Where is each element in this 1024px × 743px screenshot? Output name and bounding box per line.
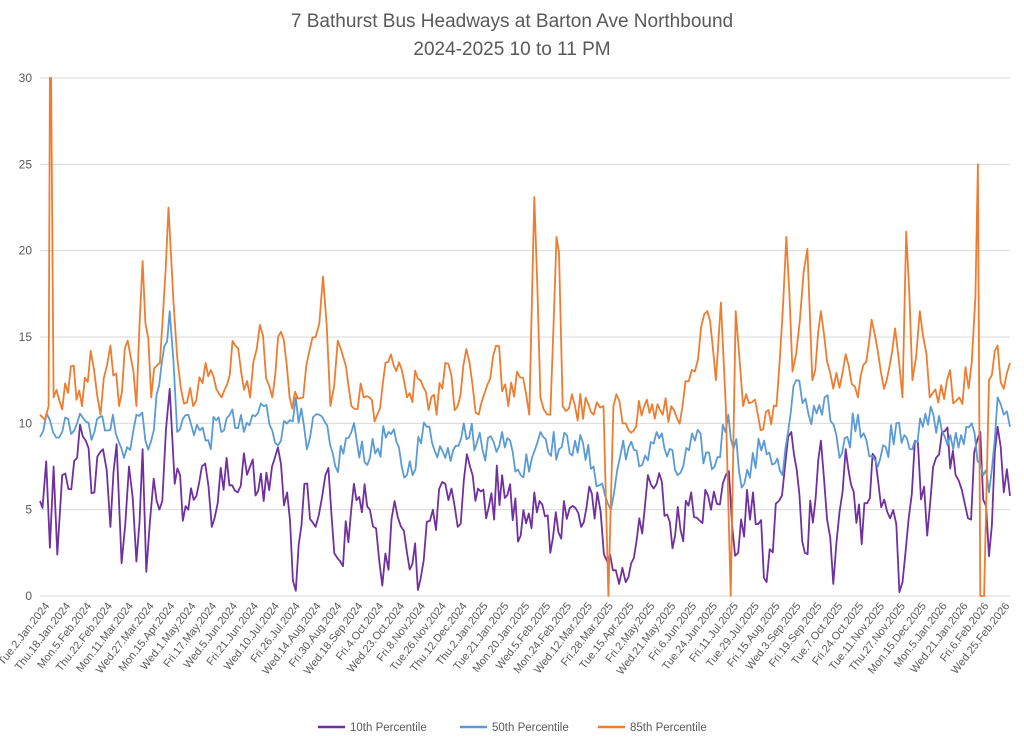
y-tick-label: 5 [25, 503, 32, 517]
x-axis-ticks: Tue.2.Jan.2024Thu.18.Jan.2024Mon.5.Feb.2… [0, 600, 1012, 677]
legend-label-85th: 85th Percentile [630, 722, 707, 734]
y-tick-label: 10 [19, 416, 33, 430]
y-tick-label: 30 [19, 71, 33, 85]
legend-item-50th: 50th Percentile [460, 722, 569, 734]
chart-title: 7 Bathurst Bus Headways at Barton Ave No… [291, 11, 733, 32]
gridlines [40, 77, 1010, 597]
legend-label-50th: 50th Percentile [492, 722, 569, 734]
legend: 10th Percentile 50th Percentile 85th Per… [318, 722, 707, 734]
y-tick-label: 15 [19, 330, 33, 344]
series-line-85th-percentile [39, 77, 1011, 597]
series-line-10th-percentile [39, 387, 1011, 593]
series-lines [39, 77, 1011, 597]
y-tick-label: 20 [19, 244, 33, 258]
y-axis-ticks: 0 5 10 15 20 25 30 [19, 71, 33, 603]
chart-subtitle: 2024-2025 10 to 11 PM [413, 39, 610, 60]
y-tick-label: 25 [19, 157, 33, 171]
series-line-50th-percentile [39, 310, 1011, 511]
legend-item-10th: 10th Percentile [318, 722, 427, 734]
y-tick-label: 0 [25, 589, 32, 603]
legend-label-10th: 10th Percentile [350, 722, 427, 734]
legend-item-85th: 85th Percentile [598, 722, 707, 734]
